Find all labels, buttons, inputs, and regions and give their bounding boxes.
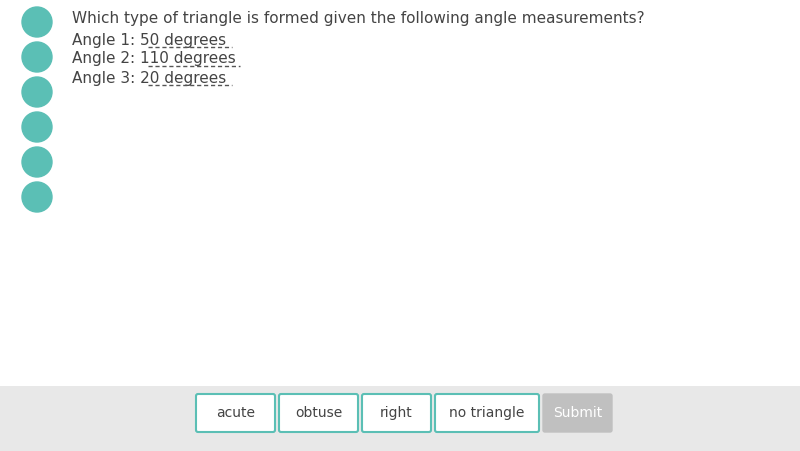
FancyBboxPatch shape (196, 394, 275, 432)
Circle shape (22, 7, 52, 37)
FancyBboxPatch shape (543, 394, 612, 432)
Text: acute: acute (216, 406, 255, 420)
FancyBboxPatch shape (435, 394, 539, 432)
Text: right: right (380, 406, 413, 420)
Text: no triangle: no triangle (450, 406, 525, 420)
Text: Angle 3: 20 degrees: Angle 3: 20 degrees (72, 70, 226, 86)
Text: Submit: Submit (553, 406, 602, 420)
Text: obtuse: obtuse (295, 406, 342, 420)
Circle shape (22, 77, 52, 107)
Text: Angle 2: 110 degrees: Angle 2: 110 degrees (72, 51, 236, 66)
Circle shape (22, 42, 52, 72)
Circle shape (22, 182, 52, 212)
Bar (0, 386, 800, 451)
FancyBboxPatch shape (362, 394, 431, 432)
Text: Angle 1: 50 degrees: Angle 1: 50 degrees (72, 32, 226, 47)
FancyBboxPatch shape (279, 394, 358, 432)
Circle shape (22, 147, 52, 177)
Circle shape (22, 112, 52, 142)
Text: Which type of triangle is formed given the following angle measurements?: Which type of triangle is formed given t… (72, 10, 645, 26)
